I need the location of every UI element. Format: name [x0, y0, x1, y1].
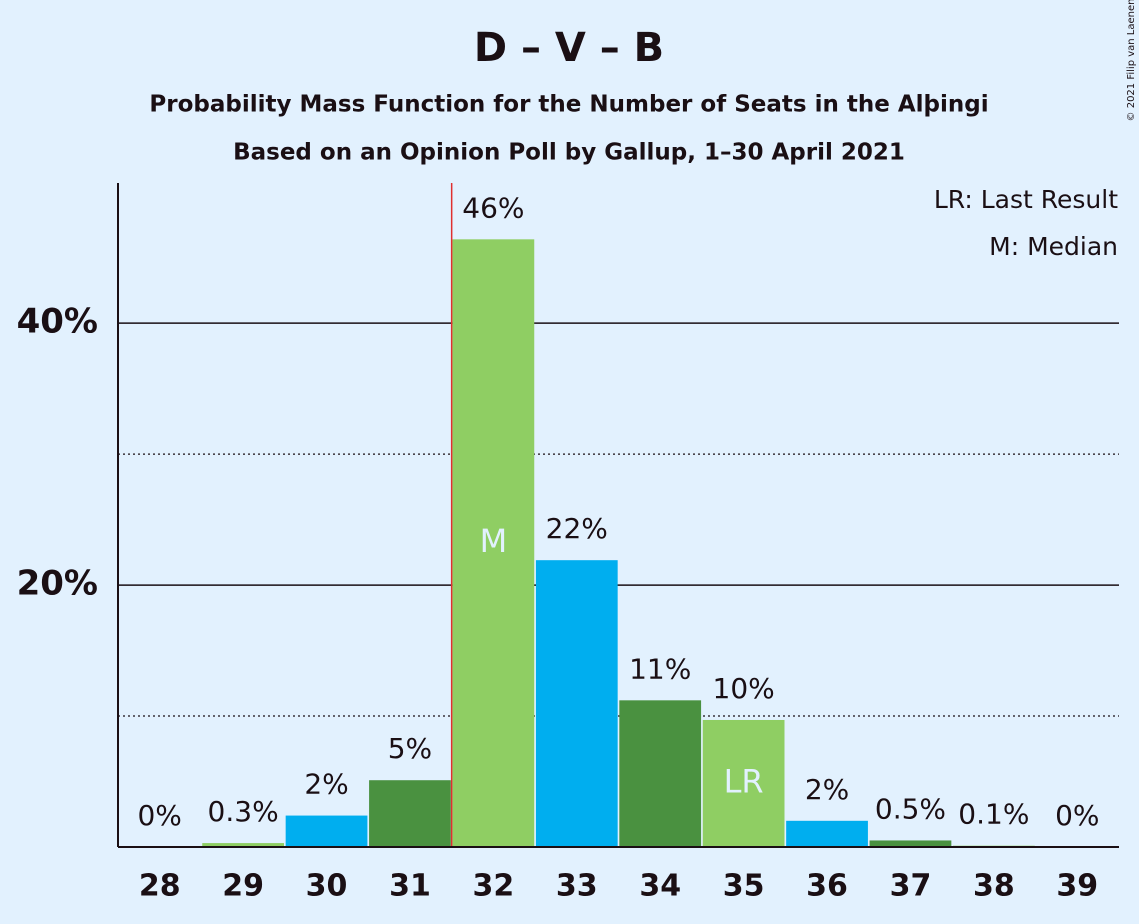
bar [786, 820, 868, 847]
x-tick-label: 35 [723, 869, 765, 904]
value-label: 2% [805, 773, 849, 806]
bar-annotation: M [480, 522, 508, 560]
x-tick-label: 32 [473, 869, 515, 904]
bar [369, 780, 451, 847]
x-tick-label: 39 [1056, 869, 1098, 904]
x-tick-label: 28 [139, 869, 181, 904]
chart-title: D – V – B [474, 25, 664, 71]
chart-subtitle: Probability Mass Function for the Number… [149, 92, 988, 118]
x-tick-label: 36 [806, 869, 848, 904]
bar [702, 719, 785, 847]
value-label: 0% [137, 799, 181, 832]
x-tick-label: 38 [973, 869, 1015, 904]
y-tick-label: 20% [17, 564, 98, 604]
legend-entry: M: Median [989, 232, 1118, 261]
value-label: 0% [1055, 799, 1099, 832]
x-tick-label: 33 [556, 869, 598, 904]
y-tick-label: 40% [17, 302, 98, 342]
chart-subtitle: Based on an Opinion Poll by Gallup, 1–30… [233, 140, 905, 166]
bar [869, 840, 952, 847]
bar [202, 843, 284, 847]
value-label: 5% [388, 732, 432, 765]
x-tick-label: 29 [222, 869, 264, 904]
x-tick-label: 34 [639, 869, 681, 904]
bar-annotation: LR [724, 762, 764, 800]
value-label: 2% [304, 768, 348, 801]
x-tick-label: 31 [389, 869, 431, 904]
bar [285, 815, 368, 847]
value-label: 0.1% [958, 798, 1029, 831]
value-label: 11% [629, 652, 691, 685]
value-label: 10% [713, 672, 775, 705]
value-label: 46% [462, 191, 524, 224]
bar [452, 239, 535, 848]
copyright: © 2021 Filip van Laenen [1126, 0, 1137, 121]
legend-entry: LR: Last Result [934, 185, 1118, 214]
bar [619, 700, 702, 847]
value-label: 22% [546, 512, 608, 545]
x-tick-label: 37 [890, 869, 932, 904]
value-label: 0.3% [208, 795, 279, 828]
x-tick-label: 30 [306, 869, 348, 904]
value-label: 0.5% [875, 792, 946, 825]
bar [535, 560, 618, 847]
